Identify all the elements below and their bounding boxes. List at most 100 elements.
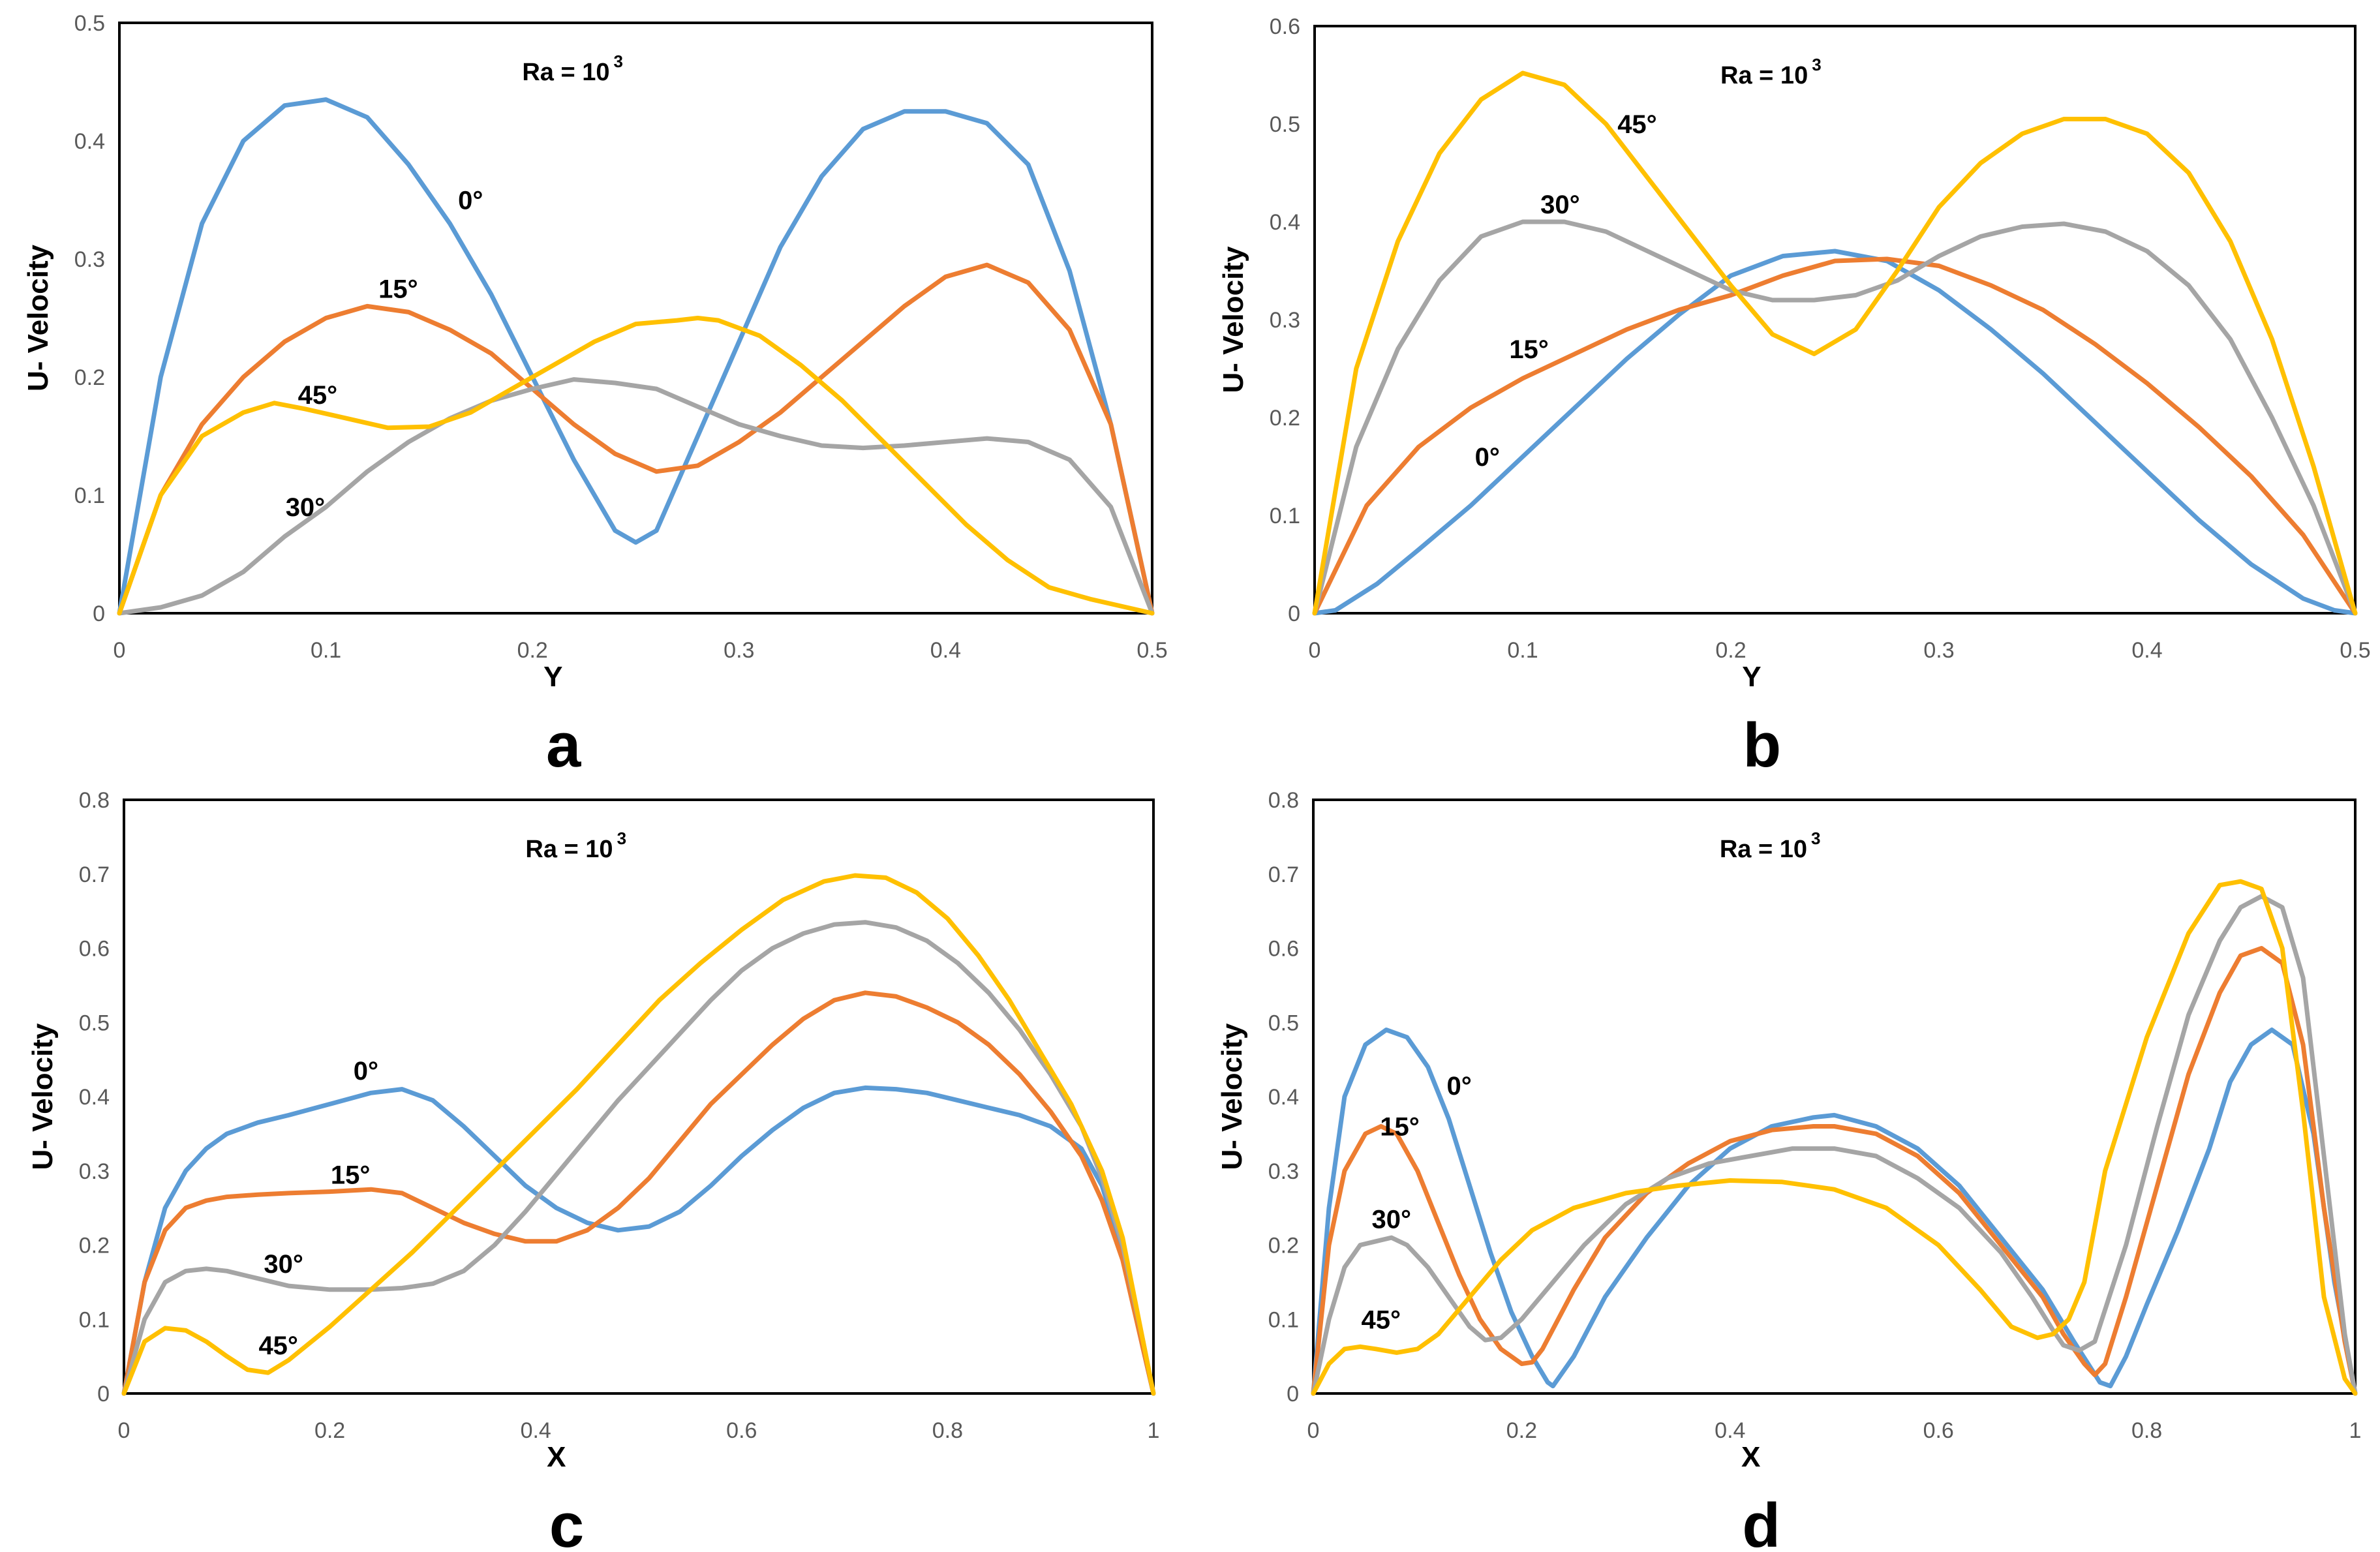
y-tick-label: 0 — [1287, 1382, 1299, 1407]
series-line-45deg — [121, 873, 1156, 1396]
plot-area-frame — [1313, 25, 2357, 615]
x-tick-label: 0.5 — [2340, 638, 2370, 663]
x-tick-label: 0.3 — [724, 638, 754, 663]
y-tick-label: 0.8 — [79, 788, 110, 813]
ra-exponent: 3 — [1811, 829, 1820, 848]
y-tick-label: 0.3 — [79, 1159, 110, 1184]
ra-annotation: Ra = 10 — [1720, 62, 1808, 89]
y-tick-label: 0.3 — [74, 247, 105, 272]
ra-annotation: Ra = 10 — [1720, 836, 1807, 863]
y-tick-label: 0.4 — [74, 129, 105, 154]
y-tick-label: 0.5 — [1270, 112, 1300, 137]
y-tick-label: 0.2 — [1268, 1234, 1299, 1258]
ra-exponent: 3 — [617, 829, 626, 848]
series-label: 15° — [331, 1161, 371, 1189]
y-tick-label: 0.6 — [79, 937, 110, 962]
y-tick-label: 0.7 — [79, 862, 110, 887]
x-tick-label: 1 — [1148, 1418, 1160, 1443]
ra-exponent: 3 — [614, 52, 623, 71]
y-tick-label: 0 — [1288, 601, 1300, 626]
series-line-15deg — [121, 990, 1156, 1396]
x-axis-title: X — [547, 1441, 566, 1473]
series-label: 0° — [1475, 443, 1500, 472]
y-tick-label: 0 — [93, 601, 105, 626]
series-line-30deg — [1311, 894, 2358, 1396]
series-label: 45° — [1362, 1305, 1401, 1334]
x-axis-title: Y — [1742, 661, 1761, 693]
y-tick-label: 0.4 — [1270, 210, 1300, 235]
series-line-45deg — [1311, 879, 2358, 1396]
ra-annotation: Ra = 10 — [522, 59, 609, 86]
series-line-15deg — [1311, 946, 2358, 1396]
x-tick-label: 0.2 — [314, 1418, 345, 1443]
series-label: 45° — [298, 381, 338, 410]
series-label: 0° — [458, 187, 483, 215]
y-axis-title: U- Velocity — [22, 244, 54, 391]
x-tick-label: 0 — [118, 1418, 130, 1443]
panel-letter: a — [546, 710, 581, 780]
x-tick-label: 0.3 — [1923, 638, 1954, 663]
series-label: 45° — [258, 1331, 298, 1360]
series-label: 0° — [1446, 1072, 1471, 1101]
x-tick-label: 0 — [1309, 638, 1321, 663]
y-tick-label: 0.2 — [74, 365, 105, 390]
series-line-15deg — [117, 262, 1155, 616]
series-line-45deg — [117, 316, 1155, 616]
x-tick-label: 0 — [1307, 1418, 1320, 1443]
series-label: 15° — [1380, 1113, 1420, 1142]
x-axis-title: Y — [543, 661, 562, 693]
y-axis-title: U- Velocity — [1216, 1023, 1248, 1170]
x-tick-label: 0.1 — [1507, 638, 1538, 663]
panel-letter: b — [1743, 710, 1782, 780]
series-label: 15° — [378, 275, 418, 303]
series-line-15deg — [1312, 256, 2358, 616]
y-axis-title: U- Velocity — [27, 1023, 59, 1170]
x-tick-label: 0.2 — [517, 638, 548, 663]
x-tick-label: 0.2 — [1506, 1418, 1537, 1443]
x-tick-label: 0.6 — [1923, 1418, 1954, 1443]
series-line-0deg — [1312, 249, 2358, 616]
y-tick-label: 0.1 — [1268, 1307, 1299, 1332]
x-tick-label: 0.5 — [1137, 638, 1167, 663]
x-tick-label: 1 — [2349, 1418, 2362, 1443]
y-tick-label: 0 — [97, 1382, 110, 1407]
series-line-0deg — [1311, 1027, 2358, 1396]
x-tick-label: 0.6 — [726, 1418, 757, 1443]
series-line-30deg — [121, 920, 1156, 1396]
y-tick-label: 0.2 — [1270, 406, 1300, 431]
series-line-45deg — [1312, 70, 2358, 616]
y-tick-label: 0.2 — [79, 1234, 110, 1258]
x-tick-label: 0 — [114, 638, 126, 663]
y-tick-label: 0.4 — [79, 1085, 110, 1110]
series-label: 0° — [354, 1057, 378, 1086]
x-axis-title: X — [1741, 1441, 1760, 1473]
chart-panel-d: 0 0.1 0.2 0.3 0.4 0.5 0.6 0.7 0.8 0 0.2 0.4 0.6 0.8 1 X… — [1216, 788, 2362, 1552]
y-tick-label: 0.1 — [79, 1307, 110, 1332]
panel-letter: c — [549, 1491, 584, 1549]
y-tick-label: 0.4 — [1268, 1085, 1299, 1110]
series-label: 30° — [1372, 1206, 1412, 1234]
x-tick-label: 0.4 — [521, 1418, 551, 1443]
x-tick-label: 0.8 — [932, 1418, 963, 1443]
series-line-0deg — [121, 1085, 1156, 1396]
chart-panel-c: 0 0.1 0.2 0.3 0.4 0.5 0.6 0.7 0.8 0 0.2 0.4 0.6 0.8 1 X… — [27, 788, 1160, 1552]
series-label: 30° — [1540, 190, 1580, 219]
series-label: 15° — [1509, 335, 1549, 364]
chart-panel-a: 0 0.1 0.2 0.3 0.4 0.5 0 0.1 0.2 0.3 0.4 0.5 Y U- Velo… — [22, 11, 1168, 780]
series-label: 45° — [1617, 110, 1657, 139]
plot-area-frame — [123, 799, 1155, 1395]
series-line-0deg — [117, 97, 1155, 616]
panel-letter: d — [1742, 1491, 1780, 1549]
series-label: 30° — [264, 1250, 303, 1279]
x-tick-label: 0.8 — [2131, 1418, 2162, 1443]
y-axis-title: U- Velocity — [1217, 246, 1249, 393]
x-tick-label: 0.4 — [2131, 638, 2162, 663]
y-tick-label: 0.1 — [1270, 504, 1300, 528]
series-line-30deg — [1312, 219, 2358, 616]
y-tick-label: 0.3 — [1268, 1159, 1299, 1184]
y-tick-label: 0.8 — [1268, 788, 1299, 813]
y-tick-label: 0.5 — [79, 1011, 110, 1035]
y-tick-label: 0.6 — [1270, 14, 1300, 39]
